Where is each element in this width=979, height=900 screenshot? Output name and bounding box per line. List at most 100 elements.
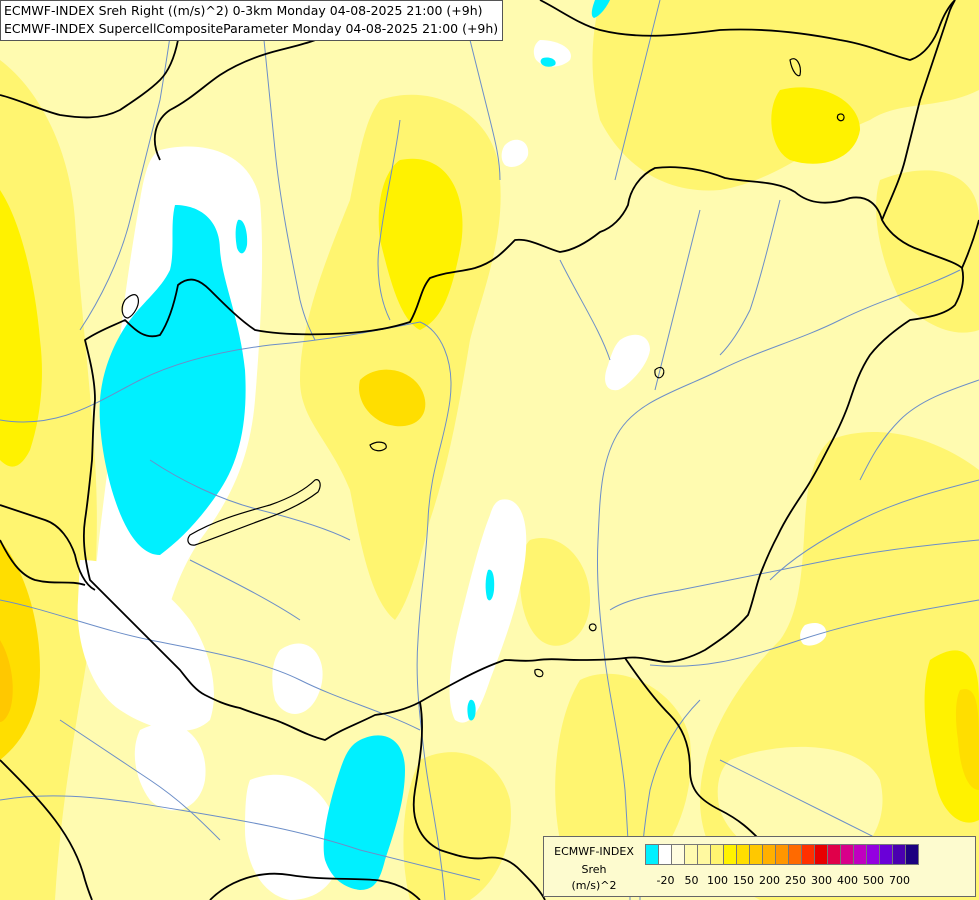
border-slovenia-croatia-west [0,759,93,900]
legend-swatch [749,844,763,865]
field-south-yellow [555,673,691,888]
legend-swatch [853,844,867,865]
legend-swatch [671,844,685,865]
legend-tick-label: 150 [733,874,754,887]
legend-swatch [840,844,854,865]
river-koros [609,539,979,611]
legend-swatch [684,844,698,865]
legend-tick-label: 250 [785,874,806,887]
lake-neusiedl [121,294,139,319]
border-ukraine-slovakia [881,0,956,221]
lake-small-3 [789,58,801,77]
legend-swatch [645,844,659,865]
legend-ticks: -20 50 100 150 200 250 300 400 500 700 [645,874,970,890]
field-cyan-sliver [235,219,248,254]
field-cyan-top2 [540,57,556,67]
field-white-ne1 [501,139,529,167]
legend-swatch [788,844,802,865]
river-somes [769,479,979,581]
legend-tick-label: -20 [656,874,675,887]
map-title-box: ECMWF-INDEX Sreh Right ((m/s)^2) 0-3km M… [0,0,504,41]
field-cyan-west [99,205,246,555]
river-sava [0,795,481,881]
map-title-line-2: ECMWF-INDEX SupercellCompositeParameter … [4,21,499,36]
legend-tick-label: 700 [889,874,910,887]
legend-swatch [866,844,880,865]
lake-small-4 [836,113,845,122]
river-east2 [859,379,979,481]
map-title-line-1: ECMWF-INDEX Sreh Right ((m/s)^2) 0-3km M… [4,3,483,18]
border-slovakia-poland [539,0,956,61]
color-legend: ECMWF-INDEX Sreh (m/s)^2 -20 50 100 150 200 2… [543,836,976,897]
legend-tick-label: 100 [707,874,728,887]
legend-tick-label: 50 [684,874,699,887]
field-white-s3 [245,774,340,900]
river-hernad [719,199,781,356]
field-east-gold [955,689,979,790]
legend-swatch [814,844,828,865]
legend-tick-label: 400 [837,874,858,887]
border-austria-slovenia [0,504,96,591]
legend-swatch [892,844,906,865]
legend-swatch [658,844,672,865]
legend-swatch [697,844,711,865]
field-cyan-dot2 [467,699,476,721]
field-west-strong [0,190,42,467]
border-romania-ukraine [961,219,979,269]
legend-swatches [645,844,919,865]
legend-tick-label: 300 [811,874,832,887]
river-zala [189,559,301,621]
field-mid-yellow [520,538,590,646]
legend-tick-label: 200 [759,874,780,887]
river-ipoly [559,259,611,361]
river-danube [0,321,452,900]
legend-tick-label: 500 [863,874,884,887]
legend-swatch [762,844,776,865]
legend-swatch [723,844,737,865]
legend-unit-label: (m/s)^2 [571,879,617,892]
legend-swatch [905,844,919,865]
lake-small-5 [534,668,544,678]
lake-small-6 [588,623,597,632]
legend-variable-label: Sreh [581,863,607,876]
border-croatia [0,539,86,586]
legend-swatch [801,844,815,865]
field-ne-strong [771,87,860,164]
legend-swatch [879,844,893,865]
field-south-left-yellow [403,752,511,900]
border-hungary [82,166,965,741]
river-raba [149,459,351,541]
field-cyan-south [323,735,405,890]
field-cyan-top [591,0,610,18]
field-white-center [449,499,527,723]
field-central-spot [359,369,426,427]
river-drava [0,599,421,731]
field-cyan-dot1 [485,569,495,601]
river-sw [59,719,221,841]
legend-swatch [827,844,841,865]
river-mures [649,599,979,667]
field-white-s1 [134,723,206,811]
field-white-ne2 [605,334,650,391]
lake-small-2 [654,366,665,379]
river-tisza [596,269,961,900]
legend-swatch [736,844,750,865]
field-central-strong [378,158,463,330]
lakes [121,58,845,678]
field-white-e1 [800,623,827,646]
legend-swatch [775,844,789,865]
river-north2 [614,0,661,181]
legend-source-label: ECMWF-INDEX [554,845,634,858]
river-hron [377,119,401,321]
field-ne-right [876,170,979,333]
border-bih [209,872,421,900]
lake-balaton [187,479,321,546]
river-morava [79,0,176,331]
legend-swatch [710,844,724,865]
field-west-orange [0,640,13,722]
lake-small-1 [369,441,387,452]
river-vah [259,0,316,341]
